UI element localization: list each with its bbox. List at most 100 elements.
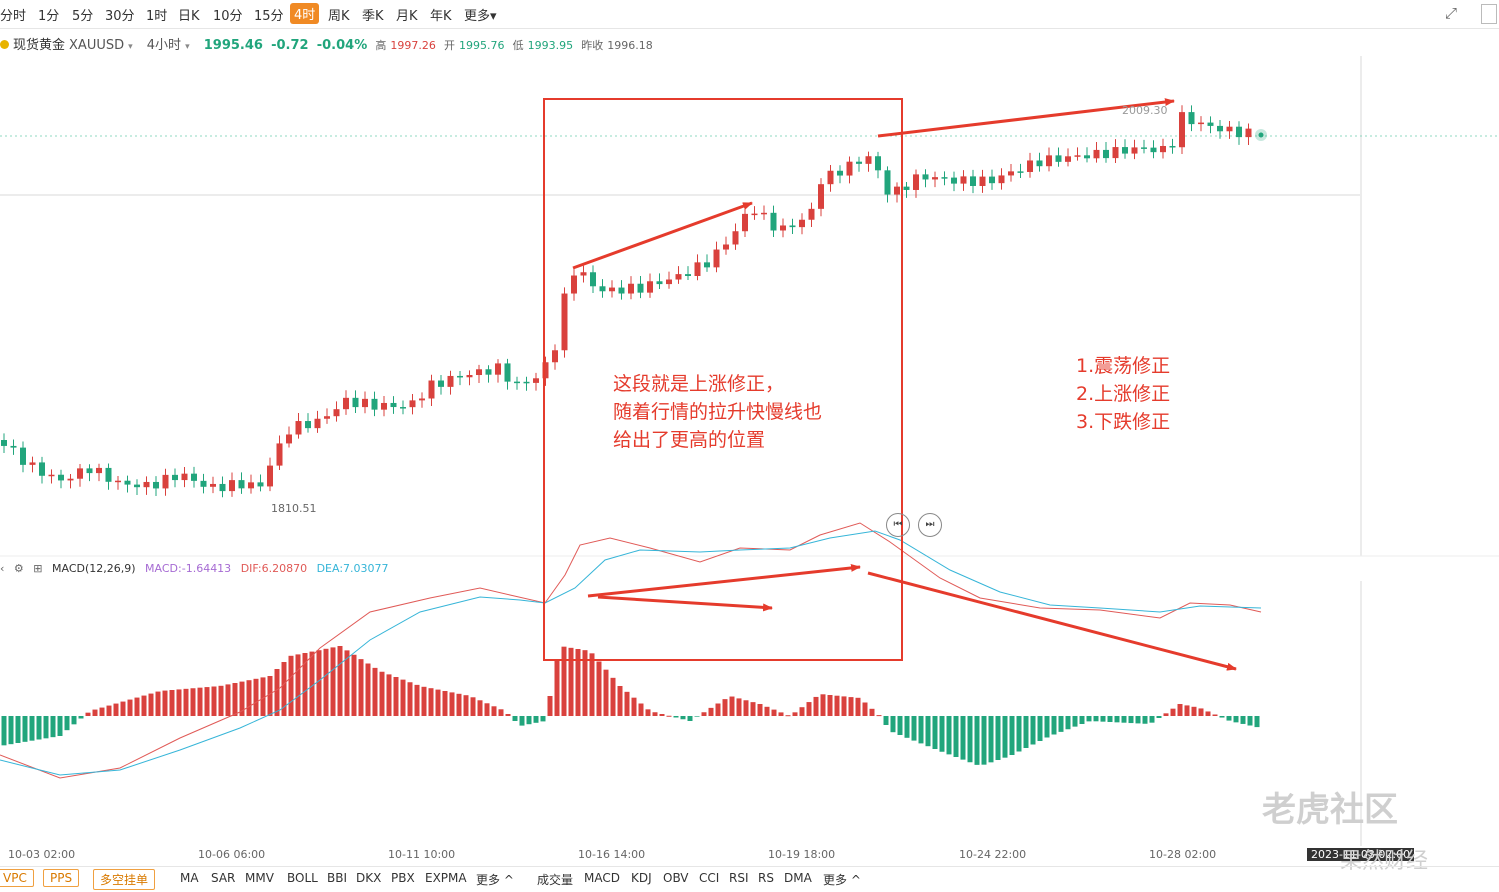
candle-body: [409, 400, 416, 408]
macd-bar: [1254, 716, 1260, 728]
macd-value: MACD:-1.64413: [145, 562, 232, 575]
sub-rs[interactable]: RS: [758, 871, 774, 885]
collapse-icon[interactable]: ‹: [0, 562, 5, 575]
sub-rsi[interactable]: RSI: [729, 871, 749, 885]
candle-body: [761, 212, 767, 215]
settings-icon[interactable]: ⚙: [13, 562, 24, 575]
tf-10min[interactable]: 10分: [213, 9, 243, 24]
candle-body: [1065, 156, 1071, 162]
candle-body: [485, 369, 492, 375]
macd-bar: [736, 698, 742, 716]
ind-pbx[interactable]: PBX: [391, 871, 415, 885]
macd-bar: [176, 689, 182, 716]
macd-bar: [1128, 716, 1134, 724]
arrow-macd-3: [867, 571, 1237, 671]
ind-sar[interactable]: SAR: [211, 871, 236, 885]
sub-dma[interactable]: DMA: [784, 871, 812, 885]
tf-week[interactable]: 周K: [328, 9, 350, 24]
macd-bar: [827, 695, 833, 716]
tf-4h[interactable]: 4时: [290, 3, 320, 24]
macd-bar: [876, 715, 882, 717]
macd-bar: [1135, 716, 1141, 724]
tf-more[interactable]: 更多▾: [464, 9, 497, 24]
tf-15min[interactable]: 15分: [254, 9, 284, 24]
sub-more[interactable]: 更多 ^: [823, 873, 861, 887]
annotation-line-1: 这段就是上涨修正，: [613, 373, 785, 395]
macd-bar: [1198, 708, 1204, 716]
macd-bar: [519, 716, 525, 726]
instrument-symbol[interactable]: XAUUSD: [69, 38, 125, 53]
tf-year[interactable]: 年K: [430, 9, 452, 24]
macd-bar: [988, 716, 994, 763]
candle-body: [1036, 160, 1043, 167]
tf-month[interactable]: 月K: [396, 9, 418, 24]
macd-bar: [99, 707, 105, 716]
period-select[interactable]: 4小时: [146, 38, 182, 53]
watermark: 老虎社区: [1262, 790, 1398, 830]
macd-bar: [806, 702, 812, 716]
macd-bar: [687, 716, 693, 721]
tf-30min[interactable]: 30分: [105, 9, 135, 24]
sub-obv[interactable]: OBV: [663, 871, 689, 885]
candle-body: [989, 176, 995, 184]
add-indicator-icon[interactable]: ⊞: [33, 562, 43, 575]
tf-5min[interactable]: 5分: [72, 9, 94, 24]
candle-body: [647, 281, 653, 293]
candle-body: [799, 219, 805, 228]
candle-body: [172, 474, 178, 481]
candle-body: [115, 480, 121, 483]
candle-body: [229, 480, 235, 492]
tf-day[interactable]: 日K: [178, 9, 200, 24]
skip-back-icon[interactable]: ⏮: [886, 513, 910, 537]
price-chart[interactable]: [0, 56, 1499, 846]
candle-body: [979, 176, 986, 186]
instrument-name[interactable]: 现货黄金: [13, 38, 66, 53]
period-dropdown-icon[interactable]: ▾: [185, 42, 190, 52]
macd-bar: [1219, 716, 1225, 718]
prev-close-value: 1996.18: [607, 39, 653, 52]
macd-bar: [911, 716, 917, 741]
ind-mmv[interactable]: MMV: [245, 871, 274, 885]
tf-1h[interactable]: 1时: [146, 9, 168, 24]
fib-icon[interactable]: [1481, 4, 1497, 24]
ind-boll[interactable]: BOLL: [287, 871, 318, 885]
sub-macd[interactable]: MACD: [584, 871, 620, 885]
sub-volume[interactable]: 成交量: [537, 873, 574, 887]
macd-bar: [400, 679, 406, 716]
macd-bar: [848, 697, 854, 716]
sub-kdj[interactable]: KDJ: [631, 871, 652, 885]
ind-more[interactable]: 更多 ^: [476, 873, 514, 887]
macd-bar: [29, 716, 35, 741]
annotation-line-3: 给出了更高的位置: [613, 429, 766, 451]
ind-bbi[interactable]: BBI: [327, 871, 348, 885]
ind-dkx[interactable]: DKX: [356, 871, 382, 885]
macd-bar: [260, 677, 266, 716]
macd-bar: [169, 690, 175, 716]
tag-vpc[interactable]: VPC: [0, 869, 34, 887]
sub-cci[interactable]: CCI: [699, 871, 720, 885]
ind-ma[interactable]: MA: [180, 871, 199, 885]
tag-order-book[interactable]: 多空挂单: [93, 869, 156, 890]
tf-quarter[interactable]: 季K: [362, 9, 384, 24]
skip-forward-icon[interactable]: ⏭: [918, 513, 942, 537]
macd-bar: [365, 663, 371, 716]
annotation-line-2: 随着行情的拉升快慢线也: [613, 401, 823, 423]
macd-bar: [344, 650, 350, 716]
tag-pps[interactable]: PPS: [43, 869, 80, 887]
expand-icon[interactable]: ⤢: [1445, 4, 1458, 22]
macd-bar: [1030, 716, 1036, 745]
candle-body: [286, 434, 292, 444]
macd-bar: [456, 693, 462, 716]
macd-bar: [393, 677, 399, 716]
price-high-label: 2009.30: [1122, 104, 1168, 117]
macd-bar: [778, 712, 784, 716]
tf-fenshi[interactable]: 分时: [0, 9, 27, 24]
ind-expma[interactable]: EXPMA: [425, 871, 467, 885]
macd-bar: [127, 699, 133, 716]
macd-bar: [953, 716, 959, 757]
tf-1min[interactable]: 1分: [38, 9, 60, 24]
candle-body: [1093, 149, 1100, 159]
symbol-dropdown-icon[interactable]: ▾: [128, 42, 133, 52]
macd-bar: [995, 716, 1001, 760]
annotation-list-item: 1.震荡修正: [1076, 355, 1171, 377]
